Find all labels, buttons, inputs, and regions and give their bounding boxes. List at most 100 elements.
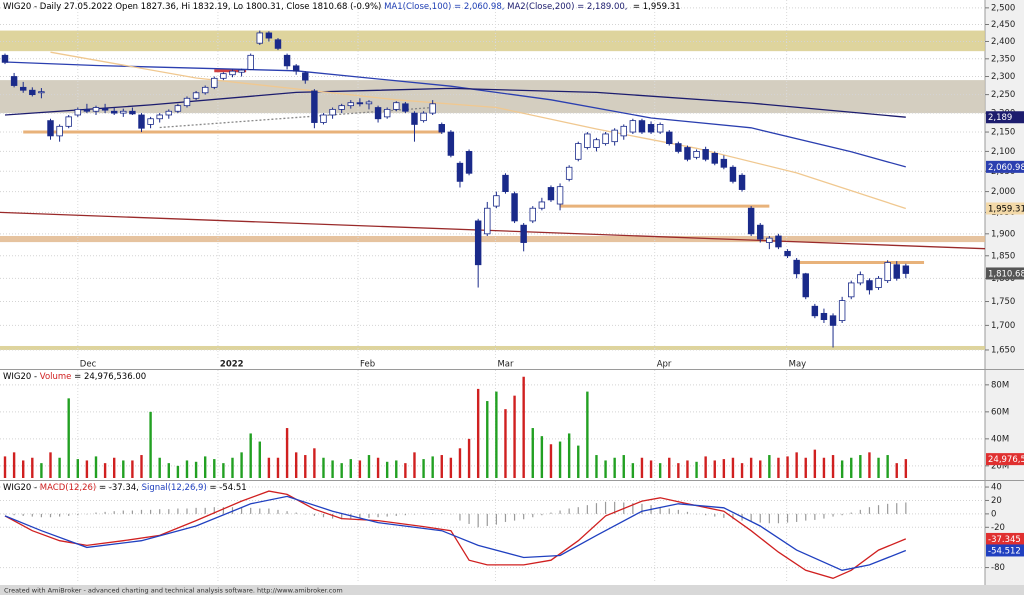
histogram-bar: [441, 513, 443, 514]
volume-bar: [331, 460, 334, 478]
y-tick-label: 1,850: [991, 251, 1015, 261]
candle-body: [729, 166, 737, 182]
volume-bar: [813, 449, 817, 478]
volume-bar: [704, 456, 707, 478]
zone: [0, 235, 985, 243]
y-tick-label: 2,150: [991, 128, 1015, 138]
candle-body: [520, 224, 527, 243]
volume-bar: [131, 460, 134, 478]
histogram-bar: [586, 505, 588, 514]
histogram-bar: [250, 507, 252, 514]
histogram-bar: [887, 503, 889, 514]
header-part: = 1,959.31: [630, 2, 680, 12]
histogram-bar: [377, 513, 379, 518]
histogram-bar: [686, 511, 689, 514]
candle-body: [711, 152, 718, 164]
candle-body: [274, 39, 282, 49]
histogram-bar: [195, 507, 197, 514]
candle-body: [802, 273, 809, 298]
value-marker: [986, 202, 1024, 215]
header-part: WIG20 -: [3, 483, 40, 493]
candle-body: [838, 300, 846, 321]
value-marker-label: 24,976,536: [988, 455, 1024, 465]
candle-body: [19, 86, 27, 91]
header-part: MACD(12,26): [40, 483, 96, 493]
y-tick-label: 1,650: [991, 345, 1015, 355]
volume-bar: [668, 457, 671, 478]
candle-body: [638, 120, 646, 133]
value-marker-label: -37.345: [988, 535, 1021, 545]
histogram-bar: [841, 513, 843, 516]
histogram-bar: [668, 508, 670, 514]
volume-bar: [12, 452, 16, 478]
volume-bar: [404, 463, 407, 478]
histogram-bar: [832, 513, 834, 517]
histogram-bar: [404, 513, 406, 516]
candle-body: [393, 102, 400, 110]
candle-body: [211, 77, 218, 88]
candle-body: [110, 110, 118, 114]
volume-bar: [649, 460, 653, 478]
volume-bar: [203, 456, 207, 478]
volume-bar: [458, 448, 462, 478]
volume-bar: [731, 457, 735, 478]
value-marker-label: 1,959.31: [988, 205, 1024, 215]
zone: [0, 345, 985, 350]
volume-bar: [467, 438, 471, 478]
volume-bar: [722, 459, 726, 478]
header-part: Volume: [40, 372, 72, 382]
volume-bar: [67, 398, 70, 478]
histogram-bar: [768, 513, 770, 524]
y-tick-label: 1,900: [991, 229, 1015, 239]
histogram-bar: [477, 513, 479, 528]
candle-body: [647, 124, 655, 133]
volume-bar: [449, 457, 453, 478]
histogram-bar: [705, 513, 707, 516]
volume-bar: [476, 388, 480, 478]
histogram-bar: [523, 513, 525, 520]
histogram-bar: [31, 513, 33, 517]
histogram-bar: [714, 513, 716, 517]
volume-bar: [877, 457, 880, 478]
series-line: [4, 87, 906, 118]
x-tick-label: Apr: [657, 360, 672, 370]
candle-body: [675, 143, 682, 152]
histogram-bar: [331, 513, 334, 519]
volume-bar: [631, 463, 635, 478]
histogram-bar: [13, 513, 15, 516]
candle-body: [47, 120, 54, 137]
volume-bar: [786, 456, 789, 478]
y-tick-label: 40M: [991, 434, 1009, 444]
candle-body: [666, 131, 673, 145]
volume-bar: [886, 455, 889, 478]
volume-bar: [495, 391, 498, 478]
histogram-bar: [204, 507, 206, 514]
candle-body: [620, 125, 627, 137]
x-tick-label: May: [789, 360, 807, 370]
histogram-bar: [905, 502, 907, 514]
histogram-bar: [368, 513, 370, 518]
volume-bar: [795, 452, 798, 478]
volume-bar: [522, 376, 525, 478]
histogram-bar: [750, 513, 752, 522]
volume-bar: [22, 460, 25, 478]
volume-bar: [440, 455, 443, 478]
histogram-bar: [113, 511, 115, 514]
histogram-bar: [432, 513, 434, 514]
series-line: [0, 211, 986, 250]
volume-bar: [285, 428, 289, 478]
candle-body: [365, 101, 373, 105]
histogram-bar: [386, 513, 388, 517]
histogram-bar: [459, 513, 461, 521]
y-tick-label: 2,500: [991, 3, 1015, 13]
histogram-bar: [614, 501, 616, 514]
candle-body: [866, 280, 873, 291]
value-marker-label: 1,810.68: [988, 269, 1024, 279]
candle-body: [747, 207, 755, 235]
histogram-bar: [777, 513, 780, 524]
footer: Created with AmiBroker - advanced charti…: [4, 587, 343, 595]
value-marker: [986, 111, 1024, 124]
value-marker-label: -54.512: [988, 546, 1021, 556]
histogram-bar: [313, 513, 315, 516]
volume-bar: [768, 455, 771, 478]
